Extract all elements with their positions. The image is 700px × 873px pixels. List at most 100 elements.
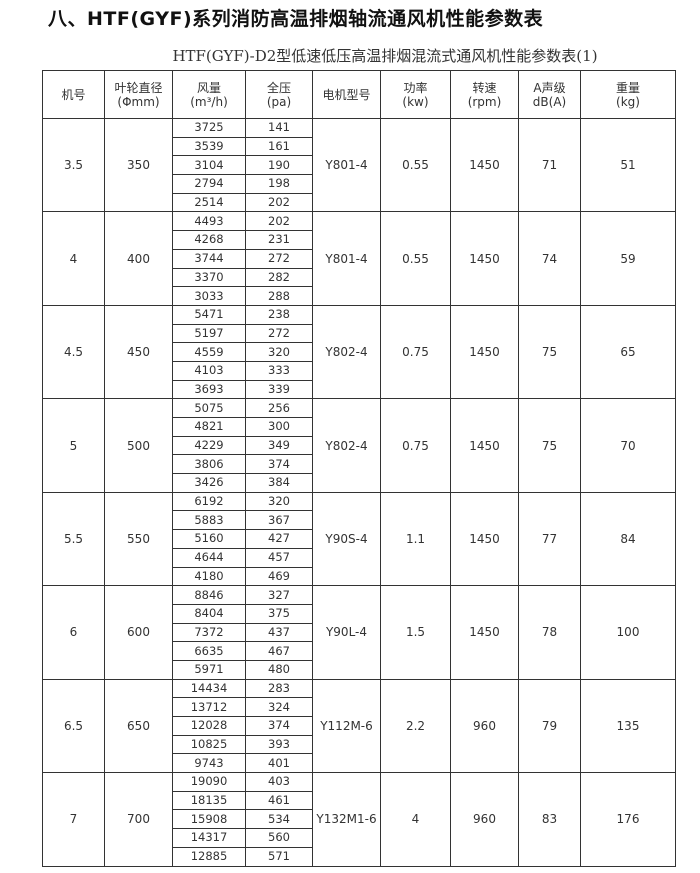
airflow-cell: 4103 (172, 360, 246, 381)
weight-cell: 65 (580, 304, 676, 400)
noise-cell: 79 (518, 678, 581, 774)
airflow-cell: 8846 (172, 585, 246, 605)
table-row: 6 600 8846 327 Y90L-4 1.5 1450 78 100 (42, 585, 676, 680)
airflow-cell: 6635 (172, 641, 246, 661)
speed-cell: 960 (450, 678, 519, 774)
power-cell: 2.2 (380, 678, 451, 774)
airflow-cell: 5883 (172, 510, 246, 531)
pressure-cell: 375 (245, 603, 313, 624)
pressure-cell: 300 (245, 417, 313, 437)
pressure-cell: 272 (245, 248, 313, 269)
table-row: 5197 272 (43, 323, 676, 344)
pressure-cell: 256 (245, 398, 313, 418)
pressure-cell: 202 (245, 211, 313, 232)
weight-cell: 84 (580, 491, 676, 587)
diameter-cell: 700 (104, 772, 173, 867)
pressure-cell: 461 (245, 790, 313, 811)
speed-cell: 1450 (450, 211, 519, 306)
column-header-label: 全压 (266, 80, 291, 95)
pressure-cell: 272 (245, 323, 313, 344)
airflow-cell: 5197 (172, 323, 246, 344)
column-header: 功率 (kw) (380, 70, 451, 119)
table-row: 4644 457 (43, 547, 676, 568)
table-row: 7 700 19090 403 Y132M1-6 4 960 83 176 (42, 772, 676, 867)
speed-cell: 1450 (450, 304, 519, 400)
noise-cell: 77 (518, 491, 581, 587)
pressure-cell: 457 (245, 547, 313, 568)
airflow-cell: 12885 (172, 846, 246, 867)
motor-cell: Y90L-4 (312, 585, 381, 680)
pressure-cell: 320 (245, 342, 313, 362)
table-row: 5883 367 (43, 510, 676, 531)
motor-cell: Y802-4 (312, 398, 381, 493)
weight-cell: 59 (580, 211, 676, 306)
airflow-cell: 4229 (172, 435, 246, 456)
pressure-cell: 401 (245, 753, 313, 774)
column-header-unit: (pa) (266, 94, 292, 109)
motor-cell: Y132M1-6 (312, 772, 381, 867)
table-row: 4.5 450 5471 238 Y802-4 0.75 1450 75 65 (42, 304, 676, 400)
airflow-cell: 4493 (172, 211, 246, 232)
column-header-label: 叶轮直径 (114, 80, 163, 95)
column-header-label: 重量 (615, 80, 640, 95)
power-cell: 0.55 (380, 117, 451, 213)
pressure-cell: 467 (245, 641, 313, 661)
airflow-cell: 7372 (172, 622, 246, 643)
column-header: 重量 (kg) (580, 70, 676, 119)
diameter-cell: 600 (104, 585, 173, 680)
airflow-cell: 4821 (172, 417, 246, 437)
pressure-cell: 349 (245, 435, 313, 456)
pressure-cell: 324 (245, 697, 313, 717)
model-cell: 5.5 (42, 491, 105, 587)
pressure-cell: 238 (245, 304, 313, 325)
airflow-cell: 6192 (172, 491, 246, 512)
speed-cell: 1450 (450, 398, 519, 493)
airflow-cell: 12028 (172, 716, 246, 736)
pressure-cell: 190 (245, 155, 313, 176)
table-row: 18135 461 (43, 790, 676, 811)
column-header: 全压 (pa) (245, 70, 313, 119)
weight-cell: 70 (580, 398, 676, 493)
airflow-cell: 5971 (172, 659, 246, 680)
model-cell: 6 (42, 585, 105, 680)
table-row: 5.5 550 6192 320 Y90S-4 1.1 1450 77 84 (42, 491, 676, 587)
airflow-cell: 8404 (172, 603, 246, 624)
airflow-cell: 3693 (172, 379, 246, 400)
noise-cell: 75 (518, 304, 581, 400)
column-header-unit: (m³/h) (190, 94, 228, 109)
noise-cell: 75 (518, 398, 581, 493)
airflow-cell: 3806 (172, 454, 246, 475)
airflow-cell: 5075 (172, 398, 246, 418)
column-header: A声级 dB(A) (518, 70, 581, 119)
diameter-cell: 500 (104, 398, 173, 493)
airflow-cell: 3033 (172, 286, 246, 306)
table-row: 3033 288 (43, 286, 676, 306)
diameter-cell: 650 (104, 678, 173, 774)
pressure-cell: 288 (245, 286, 313, 306)
noise-cell: 78 (518, 585, 581, 680)
pressure-cell: 198 (245, 174, 313, 194)
column-header-label: 机号 (61, 87, 86, 102)
airflow-cell: 3539 (172, 136, 246, 157)
table-row: 6635 467 (43, 641, 676, 661)
column-header-unit: (rpm) (467, 94, 502, 109)
column-header-label: 风量 (196, 80, 221, 95)
pressure-cell: 374 (245, 716, 313, 736)
airflow-cell: 18135 (172, 790, 246, 811)
model-cell: 7 (42, 772, 105, 867)
airflow-cell: 4180 (172, 566, 246, 587)
speed-cell: 960 (450, 772, 519, 867)
pressure-cell: 437 (245, 622, 313, 643)
airflow-cell: 14434 (172, 678, 246, 699)
column-header: 风量 (m³/h) (172, 70, 246, 119)
pressure-cell: 333 (245, 360, 313, 381)
table-row: 5160 427 (43, 529, 676, 549)
pressure-cell: 282 (245, 267, 313, 288)
table-row: 5 500 5075 256 Y802-4 0.75 1450 75 70 (42, 398, 676, 493)
table-row: 3370 282 (43, 267, 676, 288)
pressure-cell: 571 (245, 846, 313, 867)
pressure-cell: 339 (245, 379, 313, 400)
weight-cell: 176 (580, 772, 676, 867)
power-cell: 0.75 (380, 398, 451, 493)
diameter-cell: 400 (104, 211, 173, 306)
